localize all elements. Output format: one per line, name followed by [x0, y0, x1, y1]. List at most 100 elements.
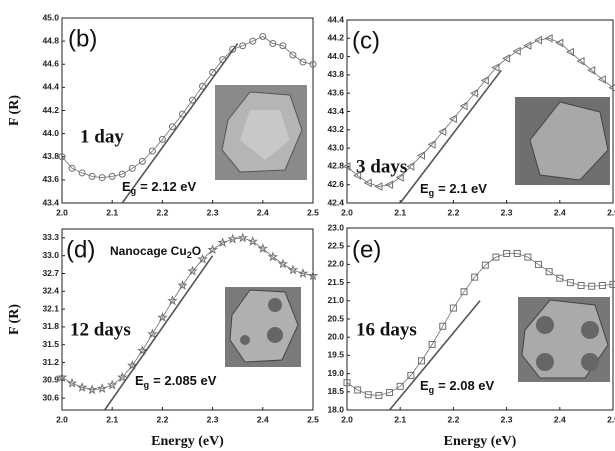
- data-point: [178, 110, 186, 118]
- data-point: [503, 249, 511, 257]
- data-point: [239, 42, 247, 50]
- panel: 18.0 18.5 19.0 19.5 20.0 20.5 21.0 21.5 22.0 22.5…: [327, 222, 615, 449]
- data-point: [608, 84, 615, 92]
- data-point: [249, 37, 257, 45]
- data-point: [364, 391, 372, 399]
- data-point: [307, 270, 319, 281]
- data-point: [187, 265, 198, 276]
- y-axis-label: F (R): [7, 304, 22, 335]
- data-point: [353, 171, 362, 180]
- inset-e: [518, 297, 610, 382]
- y-tick-label: 44.2: [327, 33, 344, 43]
- x-tick-label: 2.5: [307, 414, 319, 424]
- y-tick-label: 45.0: [42, 12, 59, 22]
- text-part: = 2.085 eV: [153, 373, 217, 388]
- y-tick-label: 21.5: [327, 277, 344, 287]
- y-tick-label: 43.6: [327, 87, 344, 97]
- panel-label: (d): [66, 236, 95, 263]
- panel-label: (b): [68, 25, 97, 52]
- x-tick-label: 2.0: [341, 414, 353, 424]
- data-point: [128, 164, 136, 172]
- y-tick-label: 33.0: [42, 250, 59, 260]
- x-tick-label: 2.5: [307, 207, 319, 217]
- y-tick-label: 43.4: [42, 197, 59, 207]
- x-tick-label: 2.3: [207, 207, 219, 217]
- data-point: [189, 96, 197, 104]
- data-point: [78, 169, 86, 177]
- x-tick-label: 2.2: [156, 414, 168, 424]
- data-point: [168, 123, 176, 131]
- data-point: [209, 68, 217, 76]
- data-line: [346, 253, 614, 396]
- data-point: [439, 322, 447, 330]
- data-point: [237, 232, 248, 243]
- data-point: [566, 279, 574, 287]
- text-part: = 2.08 eV: [438, 378, 494, 393]
- data-point: [118, 170, 126, 178]
- y-tick-label: 31.5: [42, 339, 59, 349]
- data-point: [417, 357, 425, 365]
- data-point: [197, 253, 208, 264]
- x-tick-label: 2.2: [447, 207, 459, 217]
- data-point: [481, 261, 489, 269]
- text-part: O: [192, 244, 201, 258]
- data-point: [217, 237, 228, 248]
- data-point: [86, 384, 98, 395]
- y-tick-label: 43.8: [327, 69, 344, 79]
- text-part: = 2.1 eV: [438, 181, 487, 196]
- data-point: [138, 157, 146, 165]
- band-gap-label: Eg = 2.085 eV: [135, 373, 217, 390]
- symbol: E: [420, 181, 429, 196]
- data-point: [343, 379, 351, 387]
- band-gap-label: Eg = 2.1 eV: [420, 181, 487, 198]
- data-point: [577, 282, 585, 290]
- data-point: [533, 35, 543, 45]
- data-point: [309, 60, 317, 68]
- data-point: [289, 51, 297, 59]
- fit-line: [104, 255, 214, 411]
- data-point: [148, 147, 156, 155]
- symbol: E: [420, 378, 429, 393]
- data-point: [199, 82, 207, 90]
- y-tick-label: 32.1: [42, 303, 59, 313]
- data-point: [386, 389, 394, 397]
- y-tick-label: 30.6: [42, 392, 59, 402]
- x-tick-label: 2.3: [207, 414, 219, 424]
- x-tick-label: 2.1: [106, 207, 118, 217]
- sample-age: 1 day: [80, 126, 124, 147]
- subscript: g: [429, 385, 435, 395]
- data-point: [68, 164, 76, 172]
- data-point: [544, 33, 553, 43]
- subscript: g: [144, 380, 150, 390]
- x-tick-label: 2.4: [554, 207, 566, 217]
- data-point: [207, 244, 218, 255]
- data-point: [76, 381, 88, 392]
- data-point: [427, 140, 436, 149]
- symbol: E: [122, 179, 131, 194]
- y-tick-label: 44.0: [42, 128, 59, 138]
- x-tick-label: 2.0: [56, 414, 68, 424]
- x-axis-label: Energy (eV): [151, 434, 224, 449]
- y-tick-label: 32.4: [42, 286, 59, 296]
- data-point: [375, 391, 383, 399]
- data-point: [229, 45, 237, 53]
- data-point: [492, 253, 500, 261]
- data-point: [598, 282, 606, 290]
- data-point: [259, 33, 267, 40]
- y-tick-label: 22.0: [327, 259, 344, 269]
- sample-age: 12 days: [70, 319, 131, 340]
- data-point: [269, 39, 277, 47]
- data-point: [545, 268, 553, 276]
- x-tick-label: 2.5: [607, 207, 615, 217]
- data-point: [523, 41, 532, 50]
- x-tick-label: 2.4: [257, 414, 269, 424]
- x-tick-label: 2.1: [106, 414, 118, 424]
- data-point: [299, 58, 307, 66]
- data-point: [227, 233, 238, 244]
- panel: 42.4 42.6 42.8 43.0 43.2 43.4 43.6 43.8 44.0 44.2…: [327, 14, 615, 217]
- y-tick-label: 43.8: [42, 151, 59, 161]
- band-gap-label: Eg = 2.08 eV: [420, 378, 495, 395]
- data-line: [61, 36, 314, 178]
- y-tick-label: 32.7: [42, 268, 59, 278]
- inset-b: [215, 85, 307, 180]
